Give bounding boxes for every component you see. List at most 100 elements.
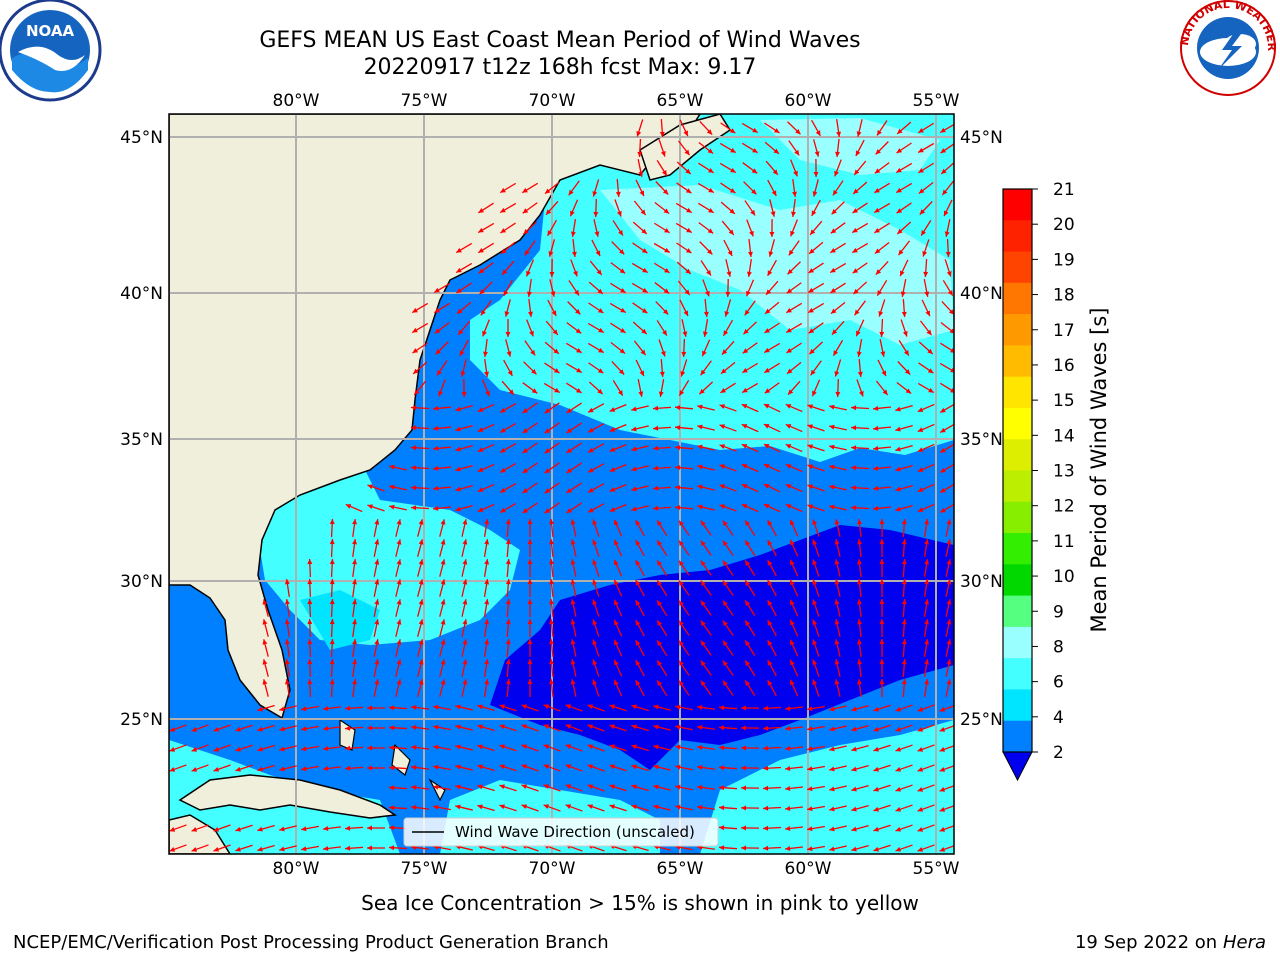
- wave-arrow-head: [660, 150, 666, 157]
- wave-arrow-head: [396, 659, 402, 665]
- wave-arrow-head: [531, 369, 537, 375]
- wave-arrow-head: [787, 268, 793, 275]
- wave-arrow-head: [664, 247, 670, 253]
- wave-arrow-head: [658, 391, 664, 397]
- wave-arrow-head: [829, 504, 835, 510]
- wave-arrow-head: [940, 487, 946, 493]
- wave-arrow-head: [631, 486, 637, 492]
- wave-arrow-head: [745, 680, 750, 686]
- wave-arrow-head: [549, 519, 555, 525]
- wave-arrow-head: [746, 271, 752, 277]
- wave-arrow-head: [851, 806, 857, 812]
- wave-arrow-head: [917, 507, 924, 512]
- wave-direction-arrows: [169, 118, 954, 852]
- wave-arrow-head: [834, 559, 840, 565]
- wave-arrow-head: [570, 210, 575, 217]
- wave-arrow-head: [873, 786, 879, 792]
- wave-arrow-head: [750, 209, 756, 216]
- wave-arrow-head: [576, 388, 582, 393]
- colorbar-segment: [1003, 595, 1032, 628]
- wave-arrow-head: [352, 619, 358, 625]
- wave-arrow-head: [808, 287, 814, 293]
- wave-arrow-head: [477, 724, 483, 730]
- wave-arrow-head: [191, 827, 198, 832]
- wave-arrow-head: [440, 579, 446, 585]
- wave-arrow-head: [433, 764, 439, 770]
- wave-arrow-head: [719, 745, 725, 751]
- wave-arrow-head: [657, 600, 663, 606]
- wave-arrow-head: [657, 680, 663, 686]
- wave-arrow-head: [284, 659, 290, 665]
- wave-arrow-head: [653, 465, 659, 471]
- wave-arrow-head: [418, 559, 424, 565]
- wave-arrow-head: [505, 619, 511, 625]
- wave-arrow-head: [807, 766, 813, 772]
- wave-arrow-head: [678, 660, 684, 667]
- wave-arrow-head: [829, 464, 835, 470]
- wave-arrow-head: [284, 639, 290, 645]
- wave-arrow-head: [301, 766, 307, 772]
- wave-arrow-head: [724, 311, 730, 317]
- wave-arrow-head: [901, 311, 907, 317]
- wave-arrow-head: [614, 579, 619, 586]
- wave-arrow-head: [763, 765, 769, 771]
- wave-arrow-head: [262, 639, 268, 645]
- wave-arrow-head: [434, 328, 441, 334]
- wave-arrow-head: [576, 347, 582, 353]
- wave-arrow-head: [697, 704, 703, 710]
- wave-arrow-head: [521, 724, 528, 730]
- wave-arrow-head: [574, 289, 580, 296]
- wave-arrow-head: [880, 351, 886, 357]
- wave-arrow-head: [549, 579, 555, 585]
- colorbar-segment: [1003, 689, 1032, 722]
- wave-arrow-head: [873, 846, 879, 852]
- wave-arrow-head: [554, 387, 560, 393]
- wave-arrow-head: [729, 208, 735, 214]
- wave-arrow-head: [352, 659, 358, 665]
- wave-arrow-head: [367, 484, 374, 490]
- wave-arrow-head: [879, 331, 885, 337]
- wave-arrow-head: [631, 804, 637, 810]
- wave-arrow-head: [924, 559, 930, 565]
- wave-arrow-head: [548, 251, 554, 257]
- map-frame: [168, 113, 955, 855]
- wave-arrow-head: [505, 579, 511, 585]
- wave-arrow-head: [418, 599, 424, 605]
- wave-arrow-head: [829, 846, 835, 852]
- wave-arrow-head: [773, 148, 779, 154]
- wave-arrow-head: [697, 444, 703, 450]
- wave-arrow-head: [566, 428, 573, 433]
- wave-arrow-head: [499, 764, 505, 770]
- wave-arrow-head: [527, 519, 533, 525]
- lat-tick-left: 25°N: [120, 710, 163, 730]
- wave-arrow-head: [939, 787, 946, 792]
- wave-arrow-head: [700, 660, 706, 667]
- wave-arrow-head: [587, 744, 594, 750]
- wave-arrow-head: [720, 388, 726, 393]
- wave-arrow-head: [725, 291, 731, 297]
- wave-arrow-head: [722, 600, 728, 607]
- wave-arrow-head: [570, 639, 576, 645]
- wave-arrow-head: [728, 229, 734, 235]
- wave-arrow-head: [500, 427, 506, 433]
- wave-arrow-head: [939, 747, 946, 752]
- wave-arrow-head: [301, 826, 307, 832]
- wave-arrow-head: [329, 679, 335, 685]
- wave-arrow-head: [944, 231, 950, 237]
- wave-arrow-head: [900, 291, 906, 297]
- wave-arrow-head: [257, 706, 263, 712]
- wave-arrow-head: [924, 639, 930, 645]
- wave-arrow-head: [412, 327, 418, 333]
- wave-arrow-head: [663, 288, 670, 294]
- wave-arrow-head: [879, 579, 885, 585]
- wave-arrow-head: [523, 228, 529, 235]
- wave-arrow-head: [879, 519, 885, 525]
- wave-arrow-head: [726, 271, 732, 277]
- wave-arrow-head: [924, 679, 930, 685]
- wave-arrow-head: [631, 744, 637, 750]
- wave-arrow-head: [851, 826, 857, 832]
- wave-arrow-head: [720, 368, 727, 374]
- wave-arrow-head: [191, 847, 198, 852]
- wave-arrow-head: [834, 679, 840, 685]
- wave-arrow-head: [505, 639, 511, 645]
